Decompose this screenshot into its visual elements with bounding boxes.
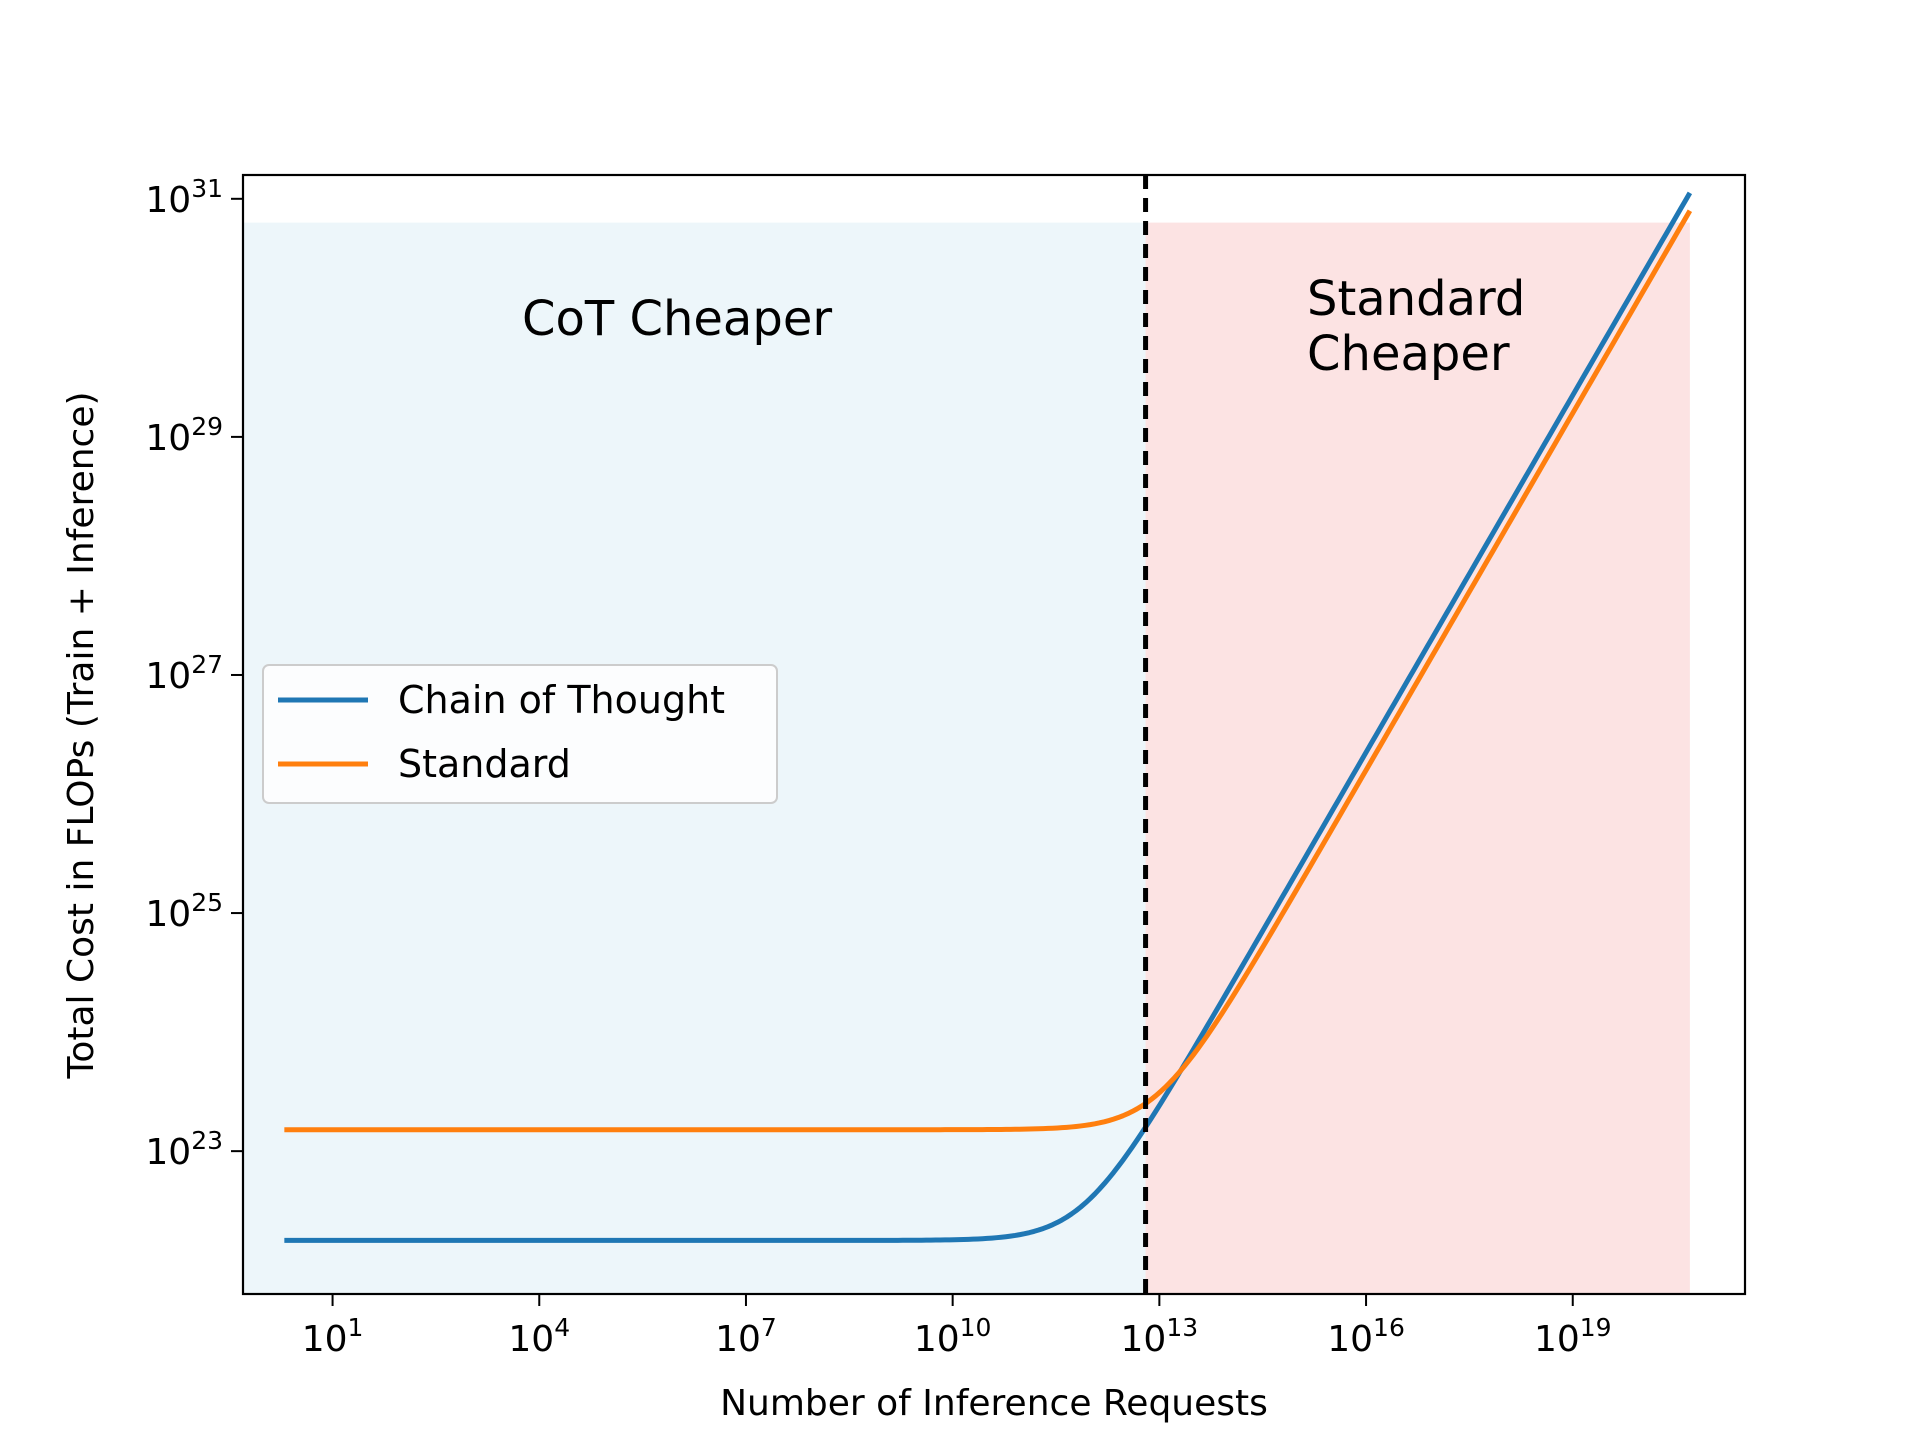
series-chain-of-thought xyxy=(284,191,1693,1243)
legend-box xyxy=(262,664,778,804)
plot-frame xyxy=(241,173,1747,1296)
legend-label-standard: Standard xyxy=(398,742,571,786)
legend: Chain of Thought Standard xyxy=(262,664,778,804)
x-tick-label: 107 xyxy=(715,1313,777,1360)
y-axis-ticks: 1023 1025 1027 1029 1031 xyxy=(145,174,243,1173)
x-axis-title: Number of Inference Requests xyxy=(720,1383,1268,1424)
x-tick-label: 1016 xyxy=(1327,1313,1405,1360)
y-tick-label: 1027 xyxy=(145,650,223,697)
x-axis-ticks: 101 104 107 1010 1013 1016 1019 xyxy=(302,1294,1612,1360)
legend-label-chain-of-thought: Chain of Thought xyxy=(398,678,725,722)
shaded-regions xyxy=(243,222,1690,1294)
y-tick-label: 1023 xyxy=(145,1126,223,1173)
y-tick-label: 1031 xyxy=(145,174,223,221)
y-tick-label: 1025 xyxy=(145,888,223,935)
series-standard xyxy=(284,209,1693,1133)
cot-cheaper-label: CoT Cheaper xyxy=(522,291,832,347)
y-tick-label: 1029 xyxy=(145,412,223,459)
standard-cheaper-region xyxy=(1145,222,1690,1294)
x-tick-label: 104 xyxy=(508,1313,570,1360)
x-tick-label: 1010 xyxy=(914,1313,992,1360)
x-tick-label: 1013 xyxy=(1121,1313,1199,1360)
standard-cheaper-label-line1: Standard xyxy=(1307,271,1525,327)
x-tick-label: 1019 xyxy=(1534,1313,1612,1360)
y-axis-title: Total Cost in FLOPs (Train + Inference) xyxy=(61,391,102,1079)
series-layer xyxy=(284,191,1693,1243)
x-tick-label: 101 xyxy=(302,1313,364,1360)
standard-cheaper-label-line2: Cheaper xyxy=(1307,326,1510,382)
